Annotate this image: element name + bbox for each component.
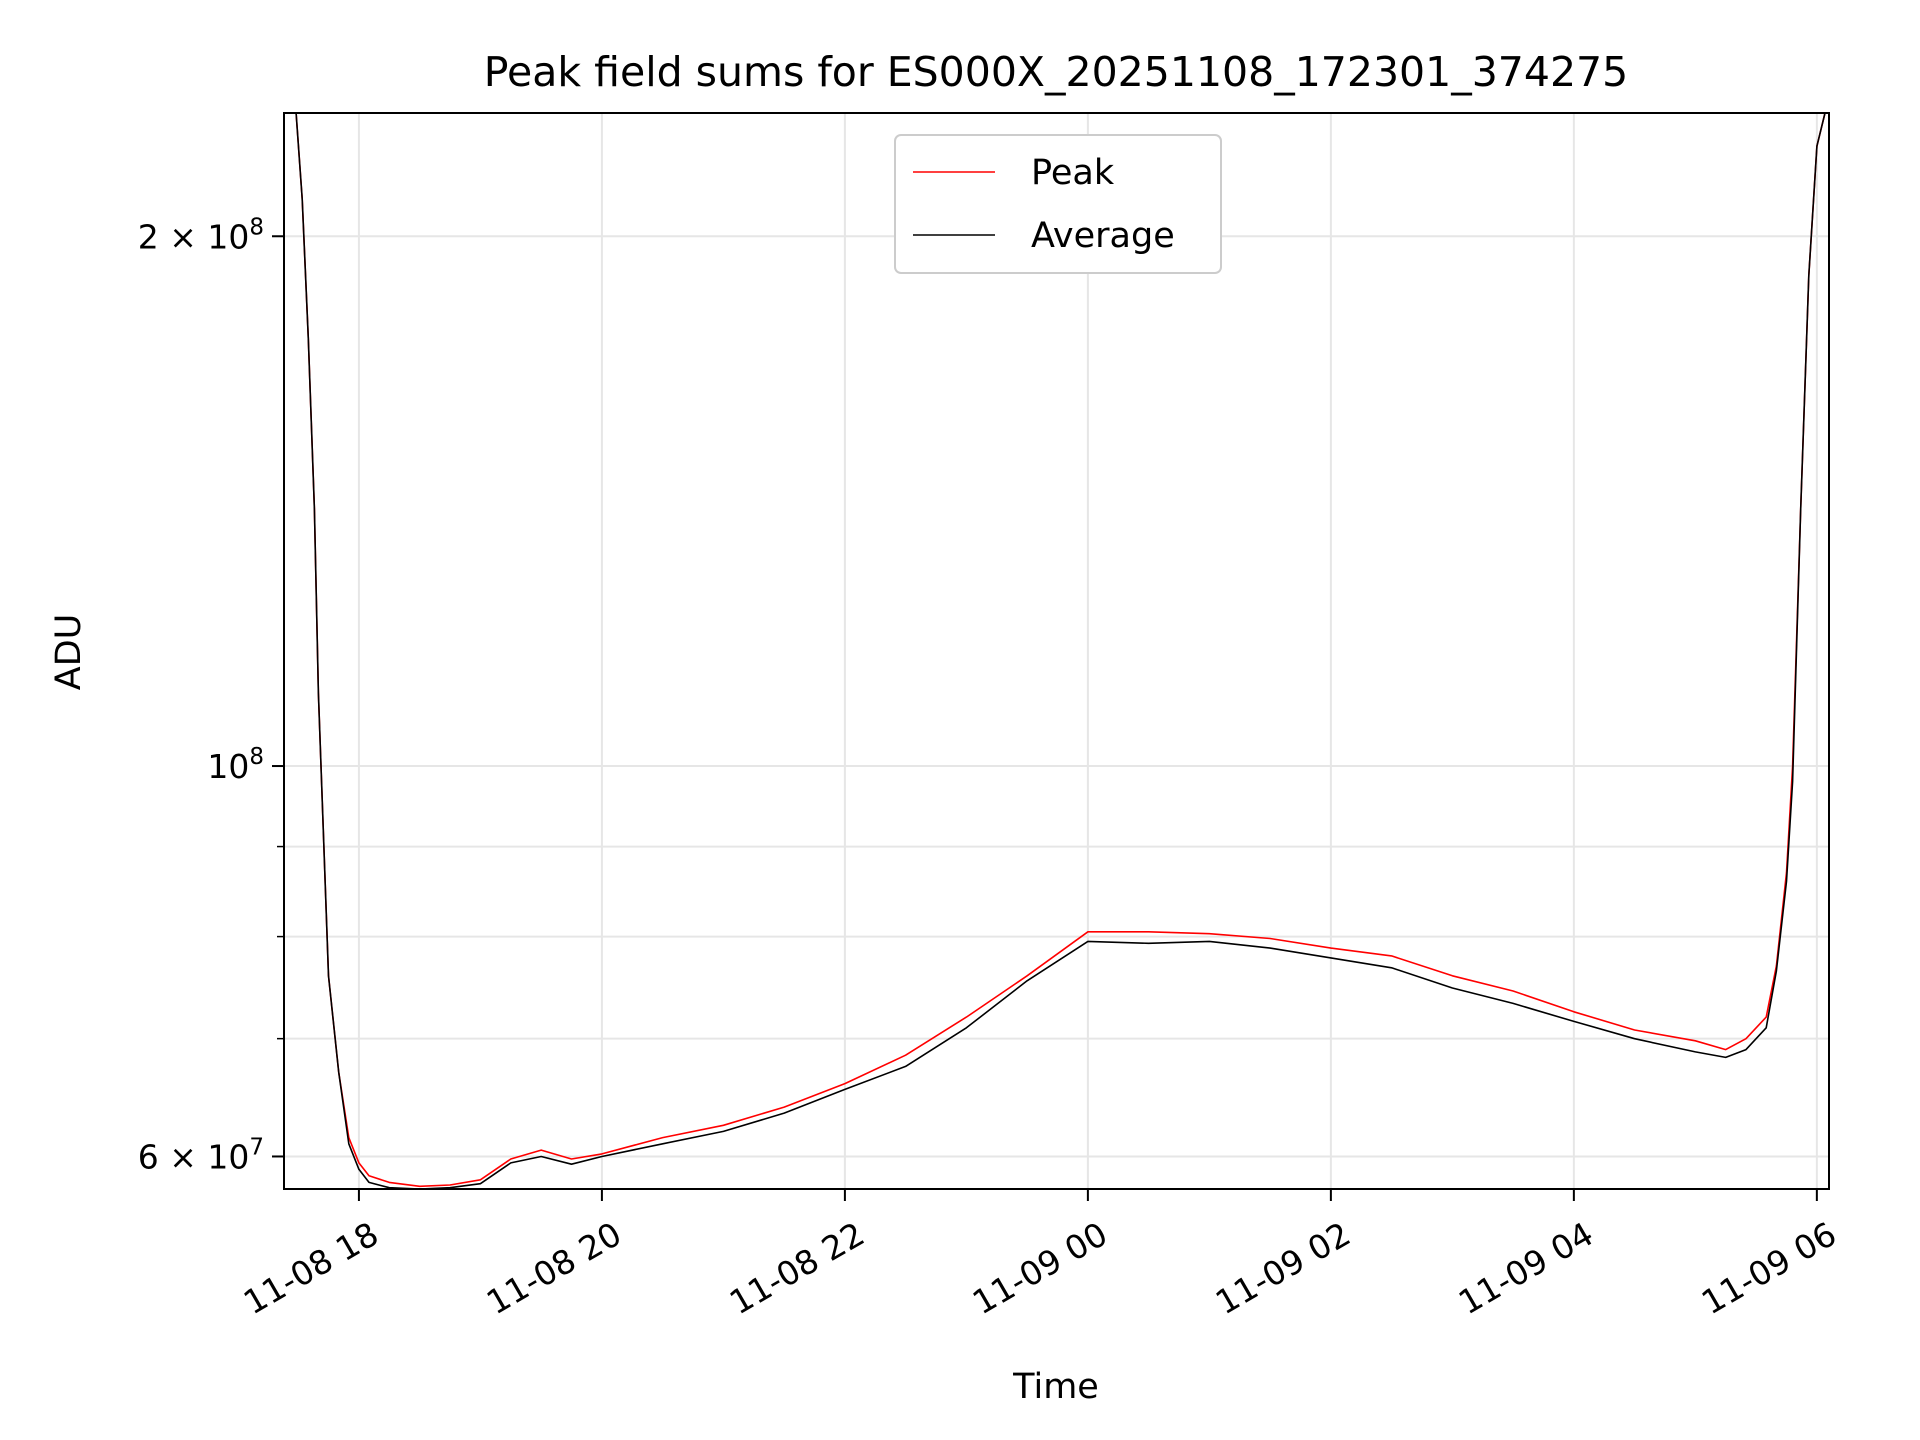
legend-box	[894, 134, 1222, 274]
chart-title: Peak field sums for ES000X_20251108_1723…	[484, 48, 1628, 96]
legend-label-peak: Peak	[1031, 153, 1115, 193]
y-tick-label: 6 × 107	[138, 1134, 264, 1176]
series-line-average	[295, 113, 1826, 1189]
legend: Peak Average	[894, 134, 1222, 274]
series-layer	[295, 113, 1826, 1189]
y-tick-label: 108	[207, 744, 264, 786]
series-line-peak	[295, 113, 1826, 1188]
axes-frame	[283, 112, 1830, 1190]
y-tick-label: 2 × 108	[138, 214, 264, 256]
y-axis-label: ADU	[49, 614, 89, 691]
legend-label-average: Average	[1031, 216, 1175, 256]
x-axis-label: Time	[1012, 1367, 1099, 1407]
